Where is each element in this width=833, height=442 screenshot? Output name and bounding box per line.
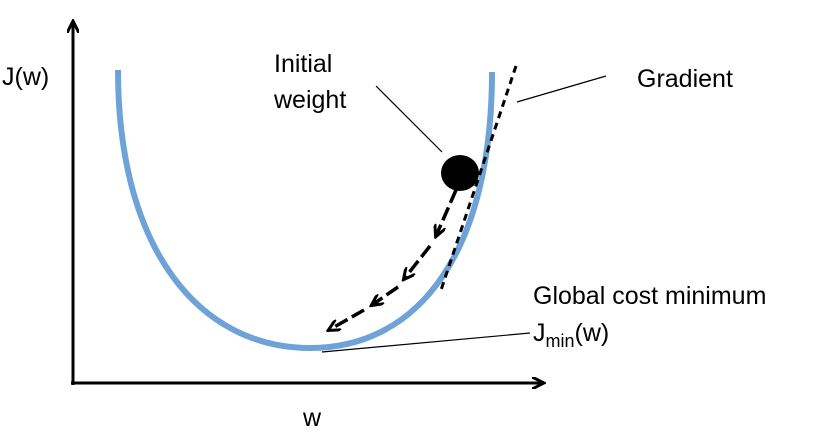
step-arrow	[329, 308, 365, 330]
x-axis-label: w	[302, 404, 322, 432]
global-minimum-symbol: Jmin(w)	[533, 319, 609, 351]
argument: (w)	[575, 319, 610, 347]
gradient-label: Gradient	[637, 65, 733, 93]
leader-line	[321, 332, 531, 353]
y-axis-label: J(w)	[2, 63, 49, 91]
cost-curve	[115, 69, 495, 352]
gradient-tangent	[438, 65, 518, 294]
global-minimum-label: Global cost minimum	[533, 282, 766, 310]
descent-steps	[329, 189, 458, 330]
leader-line	[516, 75, 607, 103]
subscript: min	[546, 331, 575, 351]
symbol: J	[533, 319, 546, 347]
step-arrow	[372, 285, 399, 305]
leader-line	[375, 85, 443, 153]
step-arrow	[436, 189, 458, 236]
initial-weight-label: weight	[273, 86, 346, 114]
initial-weight-point	[441, 155, 479, 191]
step-arrow	[404, 244, 432, 279]
initial-weight-label: Initial	[274, 50, 332, 78]
